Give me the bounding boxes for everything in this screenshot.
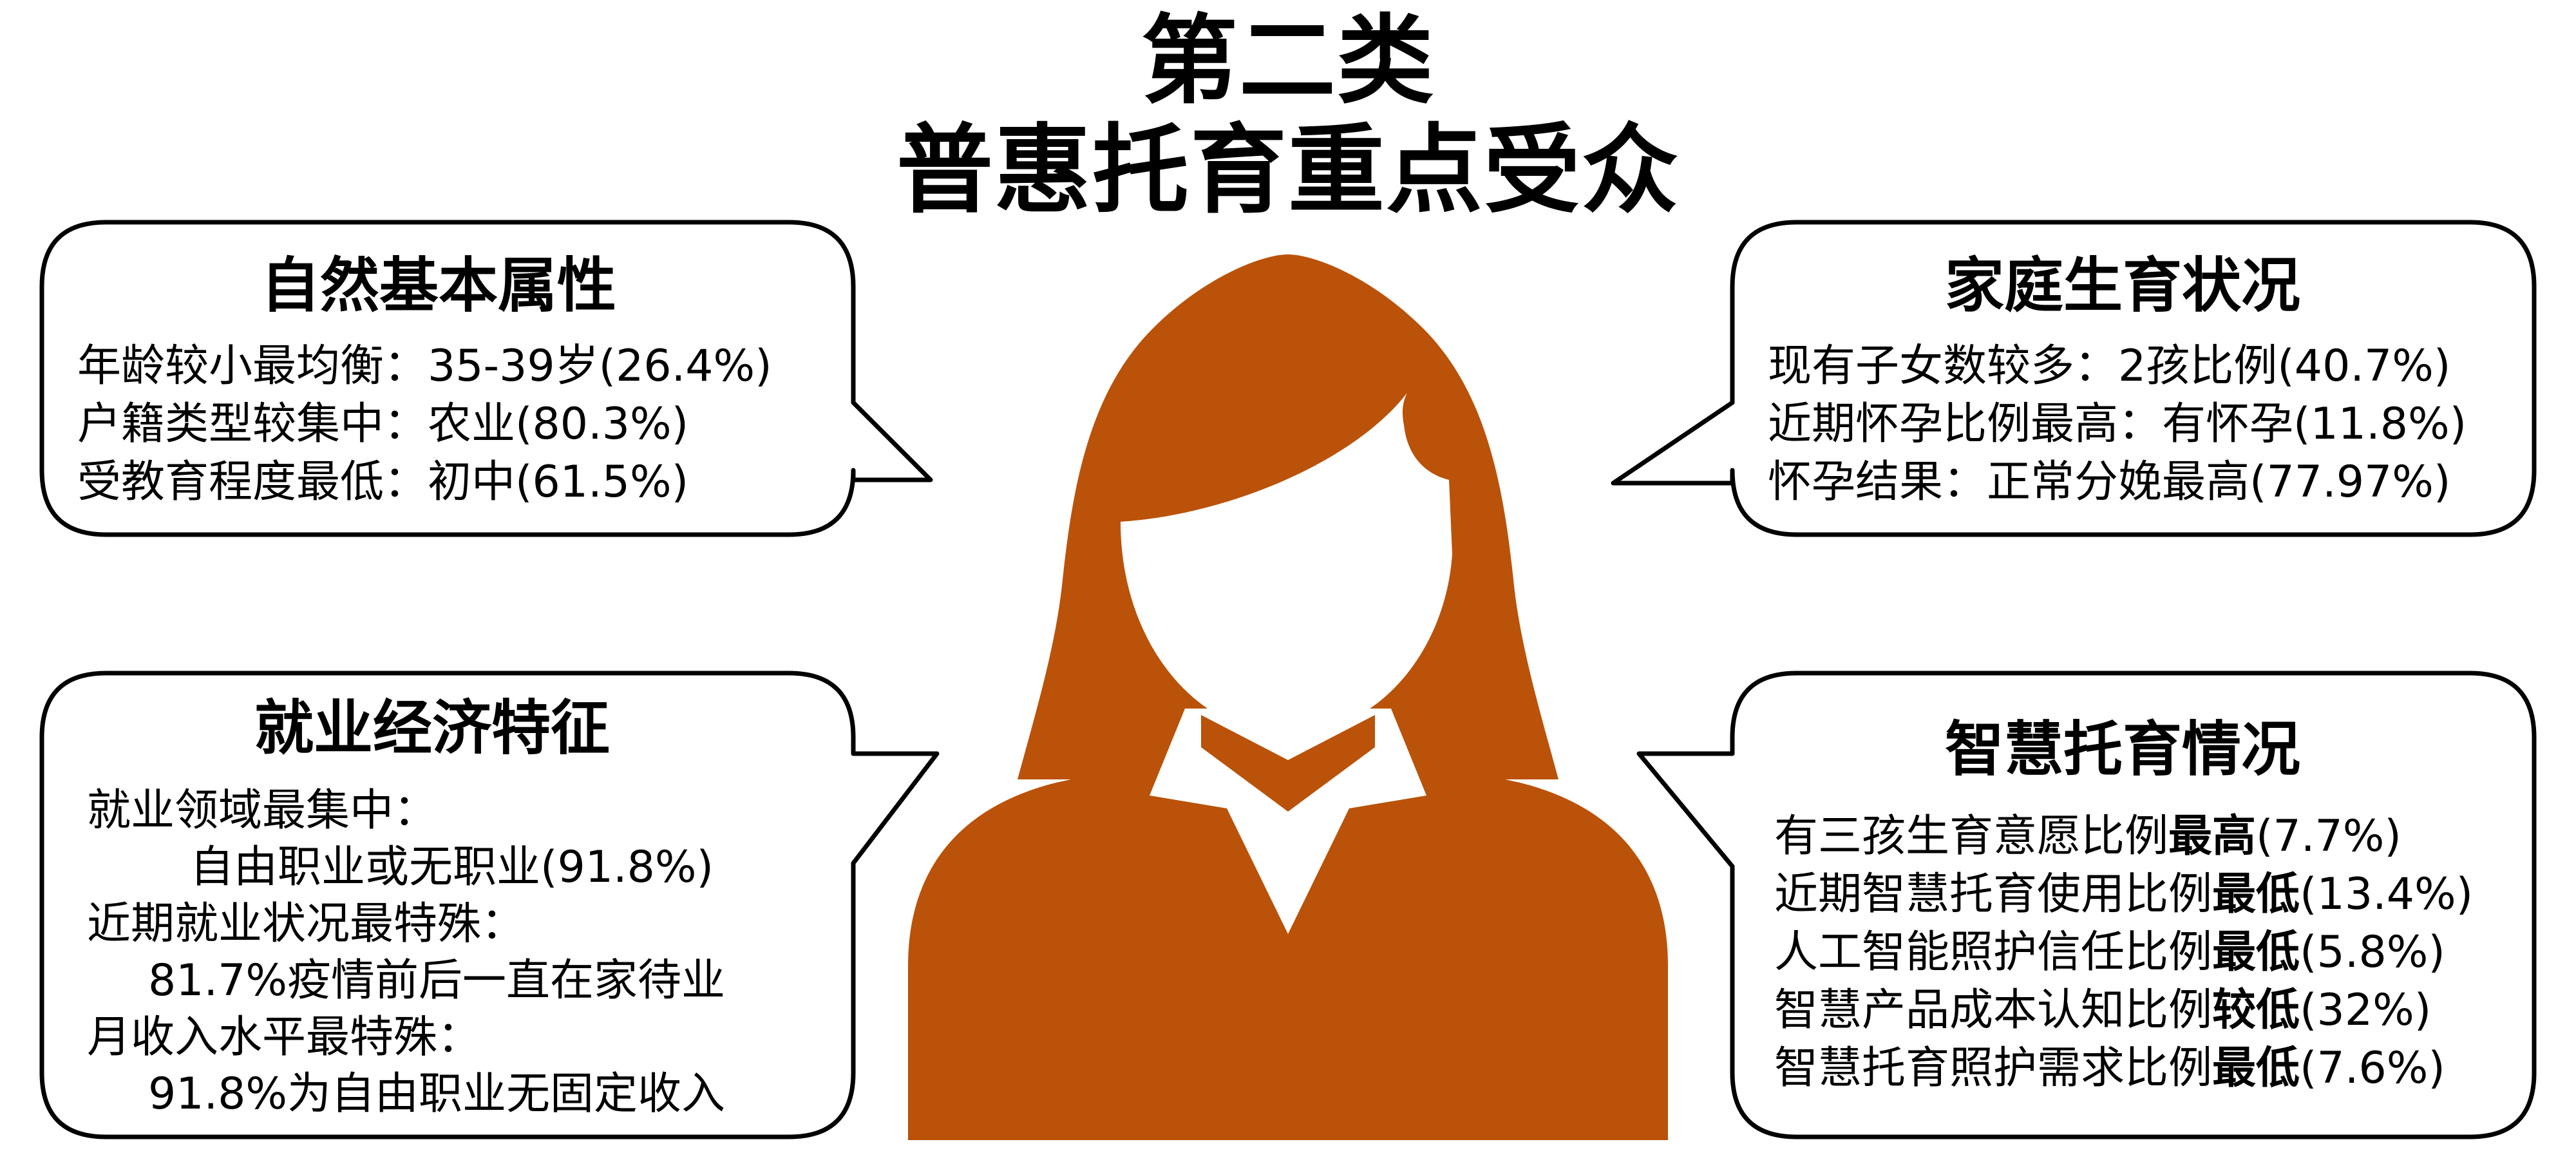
employment-line: 91.8%为自由职业无固定收入 bbox=[148, 1069, 726, 1120]
family-bubble bbox=[1611, 220, 2537, 537]
smart-line: 近期智慧托育使用比例最低(13.4%) bbox=[1774, 869, 2474, 920]
title-line-2: 普惠托育重点受众 bbox=[896, 115, 1680, 227]
family-line: 近期怀孕比例最高：有怀孕(11.8%) bbox=[1768, 399, 2467, 450]
natural-line: 年龄较小最均衡：35-39岁(26.4%) bbox=[77, 341, 772, 392]
employment-line: 月收入水平最特殊： bbox=[87, 1012, 482, 1063]
natural-heading: 自然基本属性 bbox=[261, 251, 617, 320]
woman-silhouette-icon bbox=[908, 254, 1668, 1140]
natural-line: 户籍类型较集中：农业(80.3%) bbox=[77, 399, 689, 450]
employment-heading: 就业经济特征 bbox=[254, 694, 611, 763]
title-line-1: 第二类 bbox=[1141, 5, 1435, 117]
family-line: 怀孕结果：正常分娩最高(77.97%) bbox=[1768, 457, 2451, 508]
natural-bubble bbox=[39, 220, 933, 537]
employment-line: 近期就业状况最特殊： bbox=[87, 899, 526, 949]
natural-line: 受教育程度最低：初中(61.5%) bbox=[77, 457, 689, 508]
family-line: 现有子女数较多：2孩比例(40.7%) bbox=[1768, 341, 2451, 392]
smart-line: 智慧产品成本认知比例较低(32%) bbox=[1774, 985, 2432, 1036]
smart-line: 人工智能照护信任比例最低(5.8%) bbox=[1774, 927, 2445, 978]
employment-bubble bbox=[39, 671, 940, 1139]
smart-heading: 智慧托育情况 bbox=[1945, 715, 2301, 784]
family-heading: 家庭生育状况 bbox=[1945, 251, 2301, 320]
smart-line: 智慧托育照护需求比例最低(7.6%) bbox=[1774, 1043, 2445, 1094]
smart-bubble bbox=[1636, 671, 2537, 1139]
smart-line: 有三孩生育意愿比例最高(7.7%) bbox=[1774, 811, 2401, 862]
employment-line: 自由职业或无职业(91.8%) bbox=[190, 842, 714, 893]
employment-line: 81.7%疫情前后一直在家待业 bbox=[148, 955, 726, 1006]
employment-line: 就业领域最集中： bbox=[87, 785, 438, 836]
